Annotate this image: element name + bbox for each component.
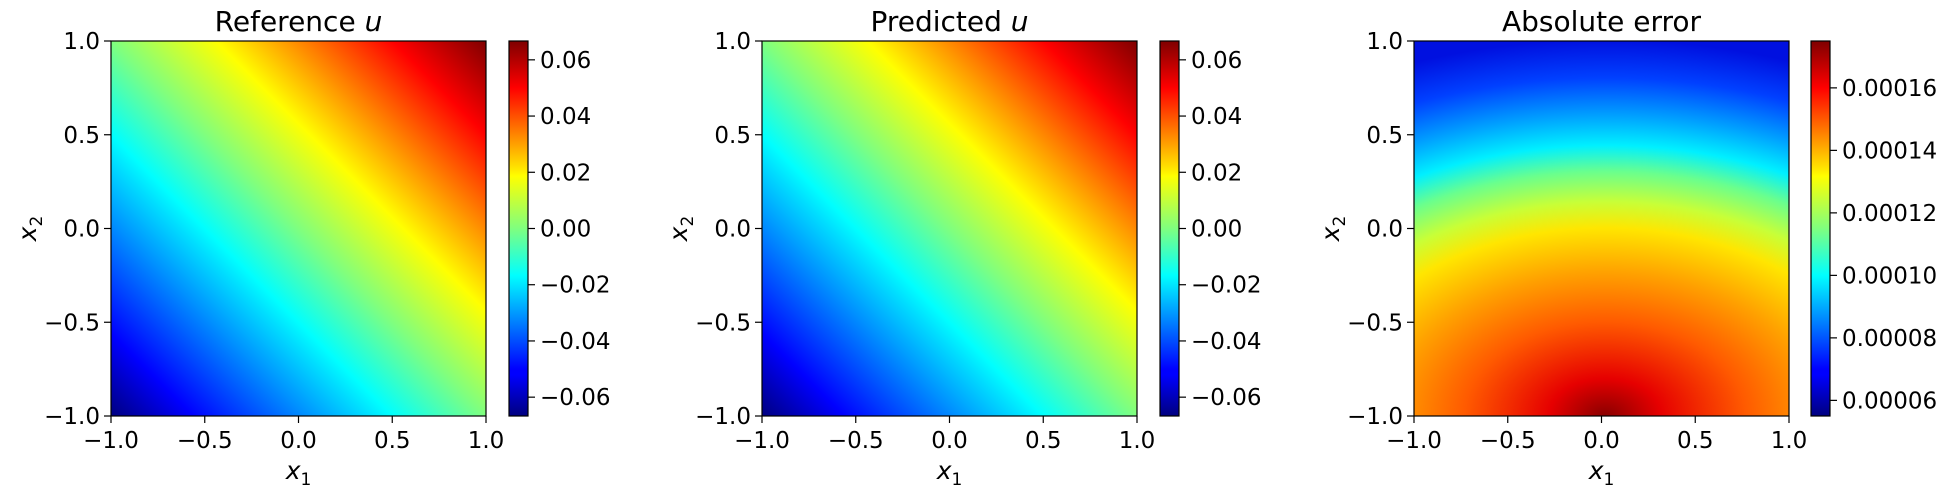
colorbar-gradient [1811, 41, 1830, 416]
y-tick-label: −1.0 [1347, 404, 1403, 430]
colorbar-tick-label: 0.00008 [1842, 326, 1937, 352]
colorbar: −0.06 −0.04 −0.02 0.00 0.02 0.04 0.06 [1159, 40, 1261, 417]
y-tick-label: 0.5 [714, 123, 751, 149]
x-tick-label: −0.5 [177, 428, 233, 454]
colorbar-tick-label: 0.02 [1191, 160, 1242, 186]
x-tick-label: 0.0 [931, 428, 968, 454]
y-axis-label: x2 [664, 216, 698, 243]
heatmap-field [111, 41, 486, 416]
x-tick-label: −1.0 [1386, 428, 1442, 454]
plot-title: Absolute error [1502, 5, 1702, 38]
colorbar-tick-label: 0.02 [540, 160, 591, 186]
subplot-1: Reference u−1.0 −0.5 0.0 0.5 1.0−1.0−0.50.00… [13, 5, 610, 486]
x-tick-label: 1.0 [1119, 428, 1156, 454]
x-axis-label: x1 [285, 456, 312, 486]
colorbar-gradient [509, 41, 528, 416]
colorbar-tick-label: 0.00006 [1842, 388, 1937, 414]
x-axis-label: x1 [1588, 456, 1615, 486]
y-tick-label: −1.0 [44, 404, 100, 430]
colorbar-tick-label: 0.06 [540, 48, 591, 74]
y-tick-label: 1.0 [63, 29, 100, 55]
colorbar-tick-label: −0.02 [540, 273, 610, 299]
colorbar: −0.06 −0.04 −0.02 0.00 0.02 0.04 0.06 [508, 40, 610, 417]
colorbar-tick-label: −0.06 [540, 385, 610, 411]
x-axis-label: x1 [936, 456, 963, 486]
colorbar-tick-label: −0.06 [1191, 385, 1261, 411]
x-tick-label: −0.5 [828, 428, 884, 454]
subplot-3: Absolute error −1.0 −0.5 0.0 0.5 1.0 −1.0 −0.5 0… [1316, 5, 1937, 486]
y-axis-label: x2 [13, 216, 47, 243]
y-tick-label: 1.0 [1366, 29, 1403, 55]
colorbar-tick-label: −0.04 [1191, 329, 1261, 355]
heatmap-field [762, 41, 1137, 416]
y-axis-label: x2 [1316, 216, 1350, 243]
colorbar-tick-label: 0.04 [540, 104, 591, 130]
colorbar-tick-label: 0.04 [1191, 104, 1242, 130]
x-tick-label: −0.5 [1480, 428, 1536, 454]
y-tick-label: 0.0 [63, 217, 100, 243]
x-tick-label: −1.0 [734, 428, 790, 454]
y-tick-label: −0.5 [695, 310, 751, 336]
colorbar-tick-label: 0.00 [540, 217, 591, 243]
y-tick-label: 0.5 [1366, 123, 1403, 149]
y-tick-label: 1.0 [714, 29, 751, 55]
x-tick-label: 0.0 [1583, 428, 1620, 454]
plot-title: Reference u [215, 5, 383, 38]
y-tick-label: −1.0 [695, 404, 751, 430]
colorbar-tick-label: 0.00014 [1842, 138, 1937, 164]
x-tick-label: −1.0 [83, 428, 139, 454]
y-tick-label: 0.5 [63, 123, 100, 149]
colorbar-tick-label: 0.06 [1191, 48, 1242, 74]
heatmap-field [1414, 41, 1789, 416]
x-tick-label: 1.0 [1771, 428, 1808, 454]
plot-title: Predicted u [870, 5, 1028, 38]
colorbar-gradient [1160, 41, 1179, 416]
colorbar-tick-label: −0.04 [540, 329, 610, 355]
y-tick-label: 0.0 [1366, 217, 1403, 243]
colorbar-tick-label: 0.00010 [1842, 263, 1937, 289]
x-tick-label: 0.0 [280, 428, 317, 454]
y-tick-label: −0.5 [1347, 310, 1403, 336]
x-tick-label: 0.5 [1677, 428, 1714, 454]
colorbar-tick-label: −0.02 [1191, 273, 1261, 299]
x-tick-label: 0.5 [374, 428, 411, 454]
y-tick-label: −0.5 [44, 310, 100, 336]
colorbar: 0.00006 0.00008 0.00010 0.00012 0.00014 0.000… [1810, 40, 1937, 417]
colorbar-tick-label: 0.00012 [1842, 201, 1937, 227]
y-tick-label: 0.0 [714, 217, 751, 243]
colorbar-tick-label: 0.00 [1191, 217, 1242, 243]
x-tick-label: 0.5 [1025, 428, 1062, 454]
colorbar-tick-label: 0.00016 [1842, 76, 1937, 102]
x-tick-label: 1.0 [468, 428, 505, 454]
colorbar-frame [1810, 40, 1831, 417]
subplot-2: Predicted u−1.0 −0.5 0.0 0.5 1.0−1.0−0.50.00… [664, 5, 1261, 486]
